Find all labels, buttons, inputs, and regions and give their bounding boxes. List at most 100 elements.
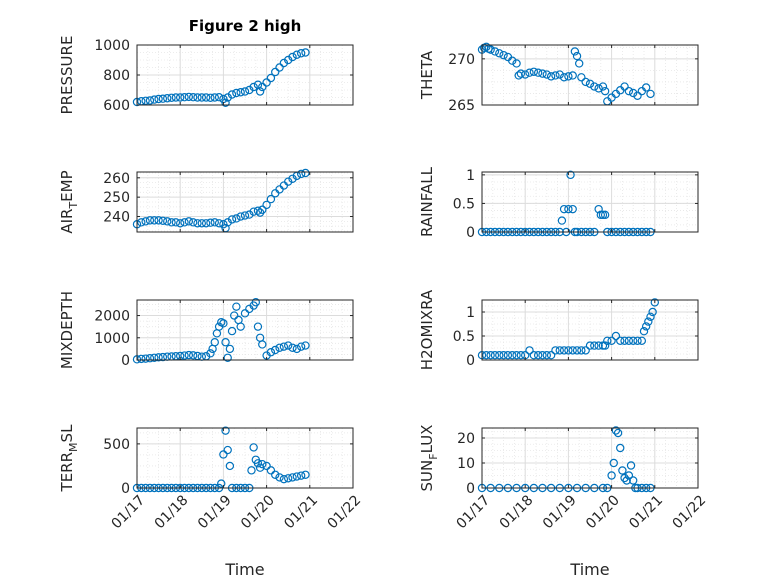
data-point — [648, 307, 657, 317]
data-point — [193, 219, 202, 228]
subplot-air: 240 250 260 AIRTEMP — [58, 168, 354, 234]
data-point — [258, 459, 267, 469]
data-point — [559, 204, 569, 214]
y-tick-label: 0 — [466, 481, 475, 497]
data-point — [646, 89, 655, 99]
data-point — [564, 346, 573, 355]
data-point — [499, 50, 508, 60]
y-axis-label: MIXDEPTH — [58, 291, 76, 369]
data-point — [301, 168, 310, 178]
axes-box — [481, 44, 699, 106]
data-point — [266, 466, 276, 475]
data-point — [594, 341, 603, 350]
data-point — [572, 51, 582, 61]
data-point — [206, 218, 215, 227]
y-axis-label: RAINFALL — [418, 166, 436, 237]
y-tick-label: 260 — [103, 171, 130, 187]
axes-box — [136, 427, 354, 489]
data-point — [227, 326, 237, 336]
y-axis-label: THETA — [418, 50, 436, 100]
y-tick-label: 2000 — [94, 309, 130, 325]
data-point — [258, 205, 267, 214]
data-point — [145, 96, 155, 105]
data-point — [525, 68, 534, 77]
axes-box — [481, 171, 699, 233]
data-point — [225, 461, 235, 471]
data-point — [240, 87, 250, 96]
data-point — [292, 472, 302, 481]
y-tick-label: 250 — [103, 190, 130, 206]
y-axis-label-subscript: T — [67, 202, 80, 210]
data-point — [258, 340, 267, 349]
y-axis-label-suffix: LUX — [418, 425, 436, 454]
data-point — [490, 351, 500, 360]
data-point — [512, 351, 521, 360]
data-point — [262, 200, 271, 210]
data-point — [167, 218, 176, 227]
data-point — [154, 353, 163, 362]
data-point — [495, 49, 504, 58]
data-point — [180, 351, 189, 360]
y-axis-label-main: RAINFALL — [418, 166, 436, 237]
y-axis-label: H2OMIXRA — [418, 289, 436, 370]
y-axis-label-main: SUN — [418, 460, 436, 492]
data-point — [275, 473, 284, 482]
data-point — [236, 322, 245, 331]
data-point — [609, 458, 618, 468]
data-point — [214, 92, 224, 102]
y-axis-label: SUNFLUX — [418, 425, 440, 492]
data-point — [495, 351, 504, 360]
data-point — [229, 311, 239, 320]
data-point — [188, 92, 198, 102]
data-point — [559, 73, 569, 82]
data-point — [482, 42, 491, 52]
data-point — [163, 217, 172, 226]
y-axis-label-main: MIXDEPTH — [58, 291, 76, 369]
data-point — [594, 204, 603, 214]
data-point — [542, 351, 552, 360]
y-tick-label: 0 — [466, 225, 475, 241]
figure-title: Figure 2 high — [189, 17, 302, 35]
data-point — [266, 348, 276, 357]
y-tick-label: 265 — [448, 98, 475, 114]
data-point — [577, 73, 586, 82]
data-point — [137, 218, 146, 227]
data-point — [557, 216, 567, 225]
data-point — [271, 345, 280, 355]
data-point — [622, 476, 631, 485]
data-point — [219, 319, 228, 328]
data-point — [210, 218, 219, 227]
data-point — [247, 466, 256, 475]
data-point — [564, 72, 573, 81]
data-point — [171, 218, 181, 227]
y-tick-label: 1000 — [94, 331, 130, 347]
data-point — [296, 342, 306, 351]
data-point — [533, 68, 543, 77]
data-point — [219, 450, 228, 459]
data-point — [301, 48, 310, 57]
data-point — [175, 219, 185, 228]
data-point — [227, 215, 237, 224]
data-point — [180, 92, 189, 102]
data-point — [572, 346, 582, 355]
data-point — [486, 45, 495, 54]
data-point — [284, 341, 293, 350]
data-point — [253, 206, 263, 215]
y-tick-label: 10 — [457, 456, 475, 472]
y-axis-label-main: TERR — [58, 452, 76, 493]
data-point — [245, 210, 254, 219]
data-point — [639, 327, 649, 336]
data-point — [633, 91, 642, 100]
data-point — [629, 476, 638, 485]
data-point — [137, 354, 146, 364]
y-tick-label: 240 — [103, 210, 130, 226]
data-point — [210, 93, 219, 102]
data-point — [240, 309, 250, 318]
data-point — [529, 351, 539, 360]
data-point — [266, 194, 276, 204]
data-point — [188, 351, 198, 360]
data-point — [633, 336, 642, 345]
data-point — [551, 71, 560, 80]
data-point — [145, 216, 155, 225]
data-point — [600, 86, 610, 96]
